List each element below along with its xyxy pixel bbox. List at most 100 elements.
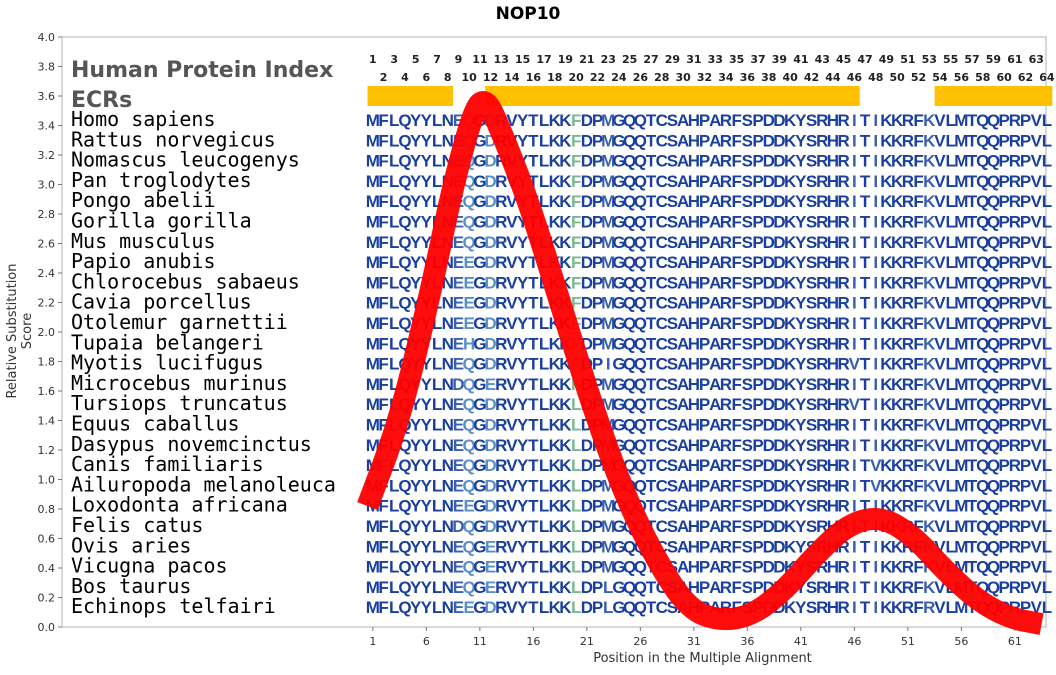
residue: M bbox=[601, 314, 615, 333]
residue: S bbox=[742, 456, 753, 475]
residue: I bbox=[873, 172, 878, 191]
residue: R bbox=[495, 598, 507, 617]
residue: Y bbox=[410, 192, 422, 211]
residue: C bbox=[656, 355, 668, 374]
residue: R bbox=[838, 578, 850, 597]
residue: G bbox=[473, 558, 486, 577]
residue: S bbox=[667, 598, 678, 617]
position-number: 16 bbox=[526, 71, 542, 84]
residue: P bbox=[1020, 314, 1031, 333]
residue: K bbox=[891, 395, 904, 414]
residue: L bbox=[432, 192, 442, 211]
residue: Y bbox=[517, 558, 529, 577]
residue: C bbox=[656, 334, 668, 353]
residue: F bbox=[571, 111, 581, 130]
residue: D bbox=[484, 476, 496, 495]
residue: H bbox=[827, 192, 839, 211]
residue: Y bbox=[517, 517, 529, 536]
residue: E bbox=[485, 578, 496, 597]
x-tick-label: 11 bbox=[473, 635, 487, 648]
residue: R bbox=[495, 416, 507, 435]
residue: R bbox=[838, 314, 850, 333]
residue: A bbox=[709, 578, 721, 597]
residue: P bbox=[752, 131, 763, 150]
residue: E bbox=[453, 355, 464, 374]
residue: V bbox=[934, 436, 946, 455]
residue: A bbox=[709, 355, 721, 374]
position-number: 37 bbox=[750, 53, 765, 66]
residue: F bbox=[378, 253, 388, 272]
residue: Y bbox=[795, 517, 807, 536]
residue: Q bbox=[623, 233, 636, 252]
residue: F bbox=[571, 233, 581, 252]
residue: H bbox=[688, 111, 700, 130]
residue: V bbox=[1031, 294, 1043, 313]
residue: P bbox=[998, 578, 1009, 597]
residue: M bbox=[601, 497, 615, 516]
species-label: Otolemur garnettii bbox=[71, 310, 288, 334]
residue: R bbox=[720, 395, 732, 414]
residue: Q bbox=[634, 598, 647, 617]
residue: M bbox=[366, 314, 380, 333]
residue: E bbox=[453, 436, 464, 455]
position-number: 17 bbox=[536, 53, 551, 66]
residue: E bbox=[453, 111, 464, 130]
residue: Q bbox=[987, 233, 1000, 252]
residue: T bbox=[967, 253, 978, 272]
residue: P bbox=[699, 395, 710, 414]
residue: V bbox=[506, 537, 518, 556]
residue: P bbox=[699, 233, 710, 252]
residue: T bbox=[646, 233, 657, 252]
residue: I bbox=[873, 192, 878, 211]
residue: F bbox=[378, 314, 388, 333]
residue: R bbox=[902, 578, 914, 597]
residue: S bbox=[667, 233, 678, 252]
residue: K bbox=[784, 375, 797, 394]
residue: I bbox=[873, 355, 878, 374]
residue: P bbox=[752, 537, 763, 556]
residue: R bbox=[902, 314, 914, 333]
residue: R bbox=[1009, 192, 1021, 211]
residue: A bbox=[677, 152, 689, 171]
residue: S bbox=[742, 213, 753, 232]
residue: S bbox=[742, 273, 753, 292]
residue: V bbox=[1031, 456, 1043, 475]
residue: G bbox=[473, 375, 486, 394]
residue: V bbox=[1031, 578, 1043, 597]
residue: K bbox=[549, 111, 562, 130]
residue: Q bbox=[976, 476, 989, 495]
y-tick-label: 1.2 bbox=[38, 444, 56, 457]
residue: L bbox=[539, 294, 549, 313]
residue: T bbox=[860, 598, 871, 617]
residue: K bbox=[891, 294, 904, 313]
residue: S bbox=[667, 253, 678, 272]
residue: H bbox=[688, 192, 700, 211]
residue: F bbox=[913, 314, 923, 333]
residue: M bbox=[366, 273, 380, 292]
residue: L bbox=[1042, 537, 1052, 556]
residue: T bbox=[860, 558, 871, 577]
residue: G bbox=[612, 213, 625, 232]
residue: P bbox=[998, 497, 1009, 516]
residue: I bbox=[852, 558, 857, 577]
residue: V bbox=[849, 355, 861, 374]
position-number: 38 bbox=[761, 71, 776, 84]
residue: Q bbox=[623, 558, 636, 577]
residue: K bbox=[549, 172, 562, 191]
residue: A bbox=[677, 192, 689, 211]
residue: R bbox=[816, 273, 828, 292]
residue: I bbox=[873, 436, 878, 455]
residue: Q bbox=[987, 497, 1000, 516]
residue: P bbox=[592, 314, 603, 333]
residue: G bbox=[612, 416, 625, 435]
residue: K bbox=[880, 395, 893, 414]
residue: Y bbox=[410, 537, 422, 556]
residue: V bbox=[506, 355, 518, 374]
residue: T bbox=[967, 456, 978, 475]
residue: V bbox=[934, 395, 946, 414]
residue: A bbox=[709, 497, 721, 516]
residue: Q bbox=[976, 334, 989, 353]
residue: K bbox=[880, 598, 893, 617]
residue: I bbox=[852, 578, 857, 597]
residue: K bbox=[880, 233, 893, 252]
